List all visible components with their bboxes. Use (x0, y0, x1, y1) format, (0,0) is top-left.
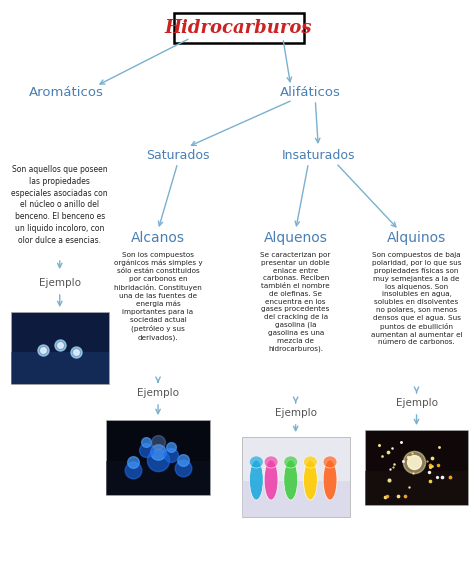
FancyBboxPatch shape (174, 13, 303, 43)
Bar (107, 461, 210, 495)
Bar (10, 312, 109, 384)
Ellipse shape (284, 456, 298, 468)
Ellipse shape (249, 460, 263, 500)
Ellipse shape (264, 460, 278, 500)
Text: Alquinos: Alquinos (387, 231, 446, 245)
Text: Alcanos: Alcanos (131, 231, 185, 245)
Bar (107, 420, 210, 495)
Text: Insaturados: Insaturados (282, 149, 355, 162)
Ellipse shape (303, 460, 317, 500)
Bar (365, 430, 468, 505)
Text: Alifáticos: Alifáticos (280, 85, 341, 99)
Text: Hidrocarburos: Hidrocarburos (165, 19, 312, 37)
Text: Son aquellos que poseen
las propiedades
especiales asociadas con
el núcleo o ani: Son aquellos que poseen las propiedades … (11, 165, 108, 245)
Ellipse shape (323, 456, 337, 468)
Bar (10, 352, 109, 384)
Text: Son los compuestos
orgánicos más simples y
sólo están constituidos
por carbonos : Son los compuestos orgánicos más simples… (114, 252, 202, 341)
Text: Saturados: Saturados (146, 149, 210, 162)
Bar (242, 481, 350, 517)
Ellipse shape (323, 460, 337, 500)
Text: Ejemplo: Ejemplo (274, 408, 317, 418)
Text: Aromáticos: Aromáticos (29, 85, 104, 99)
Text: Ejemplo: Ejemplo (137, 388, 179, 398)
Text: Ejemplo: Ejemplo (39, 278, 81, 288)
Text: Son compuestos de baja
polaridad, por lo que sus
propiedades físicas son
muy sem: Son compuestos de baja polaridad, por lo… (371, 252, 462, 345)
Ellipse shape (249, 456, 263, 468)
Bar (365, 471, 468, 505)
Text: Se caracterizan por
presentar un doble
enlace entre
carbonas. Reciben
también el: Se caracterizan por presentar un doble e… (260, 252, 331, 352)
Ellipse shape (264, 456, 278, 468)
Text: Alquenos: Alquenos (264, 231, 328, 245)
Bar (242, 437, 350, 517)
Text: Ejemplo: Ejemplo (395, 398, 438, 408)
Ellipse shape (303, 456, 317, 468)
Ellipse shape (284, 460, 298, 500)
